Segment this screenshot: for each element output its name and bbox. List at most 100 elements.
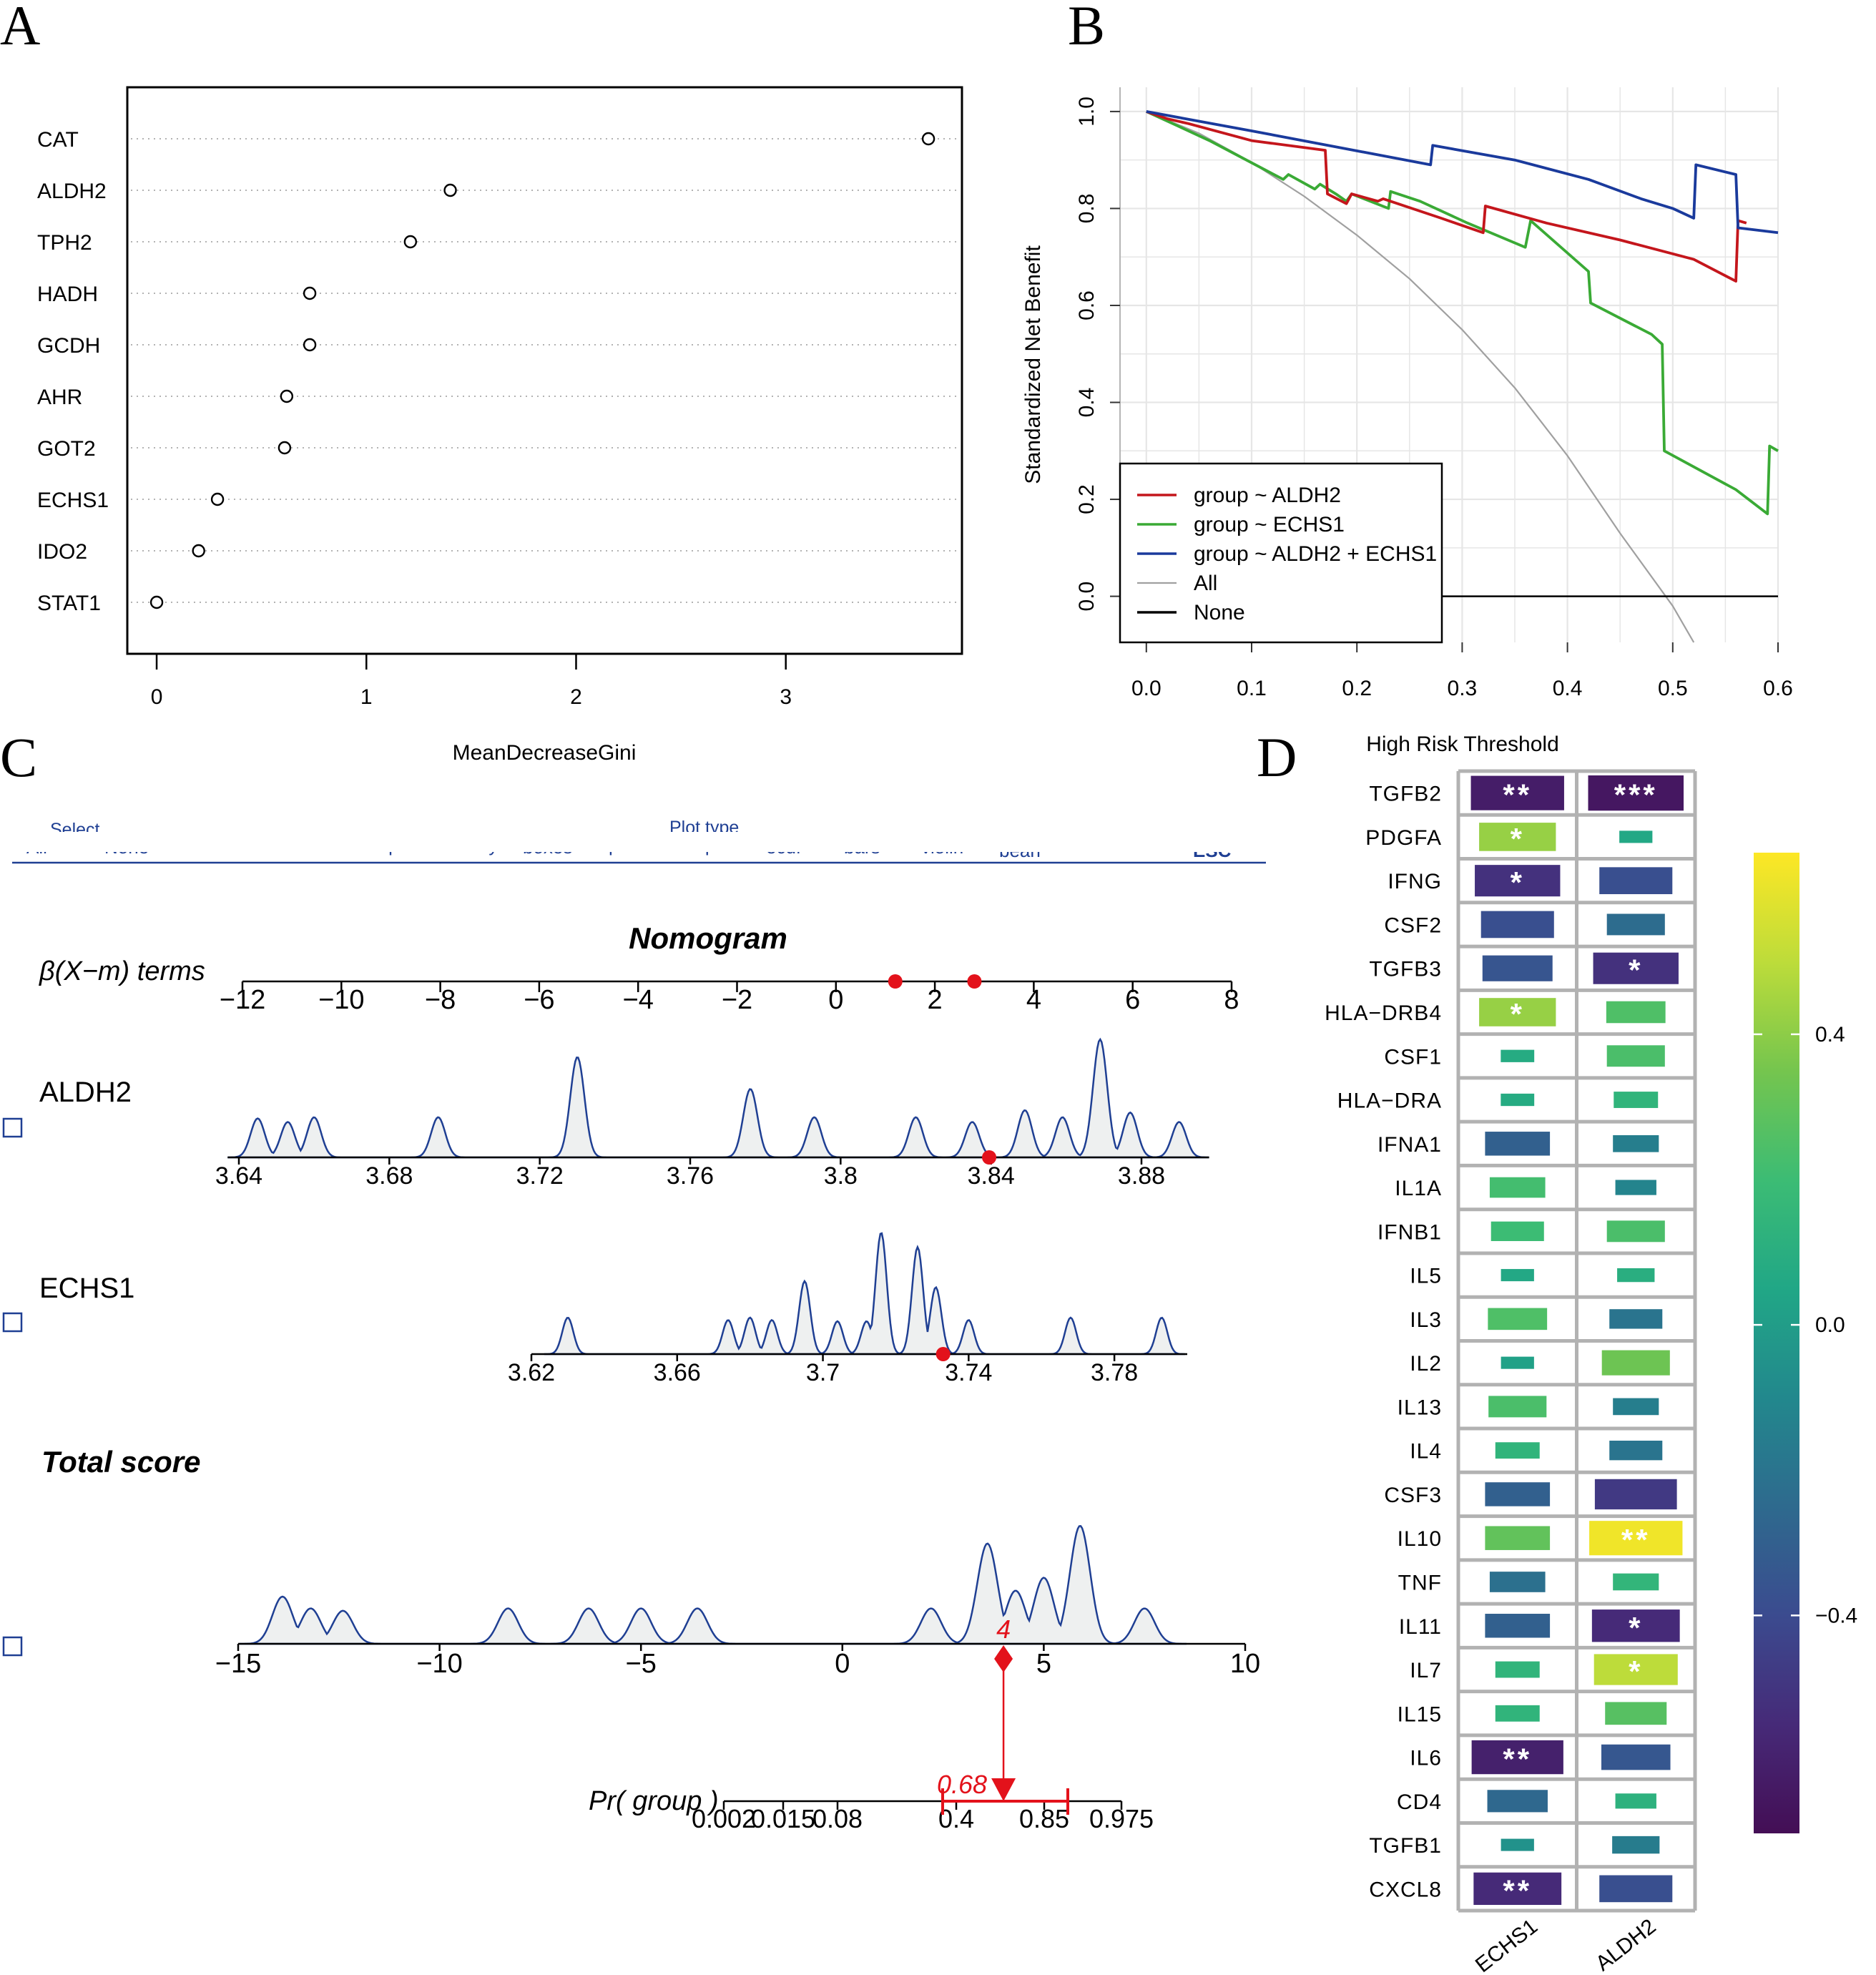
- variable-value-point: [982, 1150, 997, 1165]
- x-tick-label: 0.5: [1658, 677, 1688, 700]
- x-tick-label: 0.6: [1763, 677, 1793, 700]
- total-tick-label: −10: [416, 1649, 462, 1679]
- y-tick-label: 0.4: [1075, 388, 1099, 418]
- heatmap-cell: [1488, 1308, 1548, 1330]
- heatmap-row-label: IL7: [1410, 1659, 1442, 1682]
- heatmap-cell: [1609, 1441, 1663, 1461]
- terms-tick-label: −12: [220, 985, 265, 1015]
- x-tick-label: 3: [780, 685, 792, 709]
- panel-label-d: D: [1257, 726, 1297, 788]
- total-tick-label: −5: [626, 1649, 657, 1679]
- total-score-label: Total score: [41, 1445, 201, 1479]
- heatmap-cell: [1487, 1790, 1548, 1813]
- y-tick-label: 0.6: [1075, 290, 1099, 320]
- terms-tick-label: 6: [1125, 985, 1140, 1015]
- heatmap-cell: [1601, 1350, 1670, 1376]
- data-point: [303, 286, 317, 300]
- heatmap-cell: [1485, 1482, 1551, 1506]
- heatmap-row-label: IL2: [1410, 1352, 1442, 1376]
- data-point: [403, 235, 418, 249]
- variable-tick-label: 3.74: [945, 1359, 992, 1386]
- heatmap-cell: [1479, 823, 1556, 851]
- toolbar-clip-mask: [0, 832, 1266, 852]
- probability-tick-label: 0.002: [692, 1804, 756, 1833]
- probability-tick-label: 0.4: [938, 1804, 974, 1833]
- heatmap-row-label: IL4: [1410, 1440, 1442, 1464]
- heatmap-cell: [1615, 1180, 1656, 1195]
- heatmap-cell: [1613, 1134, 1659, 1152]
- nomogram-toolbar: SelectAllNonePlot typeno plotdensityboxe…: [0, 818, 1266, 864]
- legend-entry: None: [1194, 601, 1245, 624]
- terms-point: [967, 974, 982, 989]
- heatmap-cell: [1485, 1614, 1551, 1638]
- heatmap-cell: [1612, 1836, 1660, 1854]
- variable-tick-label: 3.78: [1091, 1359, 1138, 1386]
- x-tick-label: 2: [570, 685, 582, 709]
- significance-stars: **: [1503, 1743, 1532, 1776]
- gene-label: ECHS1: [37, 489, 109, 512]
- variable-checkbox[interactable]: [2, 1312, 23, 1333]
- heatmap-row-label: PDGFA: [1365, 826, 1442, 850]
- colorbar-tick-label: 0.4: [1815, 1023, 1845, 1047]
- significance-stars: *: [1511, 997, 1525, 1031]
- terms-axis-label: β(X−m) terms: [39, 956, 205, 986]
- heatmap-row-label: CXCL8: [1369, 1878, 1442, 1901]
- total-value-label: 4: [996, 1614, 1011, 1644]
- terms-tick-label: −2: [722, 985, 752, 1015]
- legend-entry: group ~ ALDH2 + ECHS1: [1194, 542, 1437, 566]
- data-point: [278, 441, 292, 455]
- gene-label: TPH2: [37, 231, 92, 255]
- heatmap-column-label: ECHS1: [1471, 1915, 1542, 1975]
- y-tick-label: 0.0: [1075, 582, 1099, 612]
- data-point: [443, 183, 457, 197]
- x-tick-label: 1: [360, 685, 373, 709]
- terms-tick-label: −4: [623, 985, 654, 1015]
- probability-tick-label: 0.015: [751, 1804, 815, 1833]
- heatmap-cell: [1489, 1177, 1546, 1198]
- heatmap-row-label: TNF: [1398, 1571, 1442, 1594]
- heatmap-cell: [1606, 913, 1665, 936]
- heatmap-cell: [1495, 1705, 1540, 1722]
- variable-tick-label: 3.68: [365, 1162, 413, 1190]
- heatmap-cell: [1606, 1045, 1665, 1067]
- panel-b-decision-curve: 0.0 0.1 0.2 0.3 0.4 0.5 0.60.00.20.40.60.81.0 …: [1021, 87, 1793, 700]
- heatmap-row-label: CSF3: [1384, 1484, 1442, 1507]
- heatmap-row-label: CD4: [1397, 1790, 1442, 1814]
- total-tick-label: 0: [835, 1649, 850, 1679]
- gene-label: STAT1: [37, 592, 101, 615]
- significance-stars: **: [1621, 1523, 1651, 1557]
- gene-label: AHR: [37, 386, 82, 409]
- heatmap-cell: [1482, 955, 1553, 981]
- series-line-echs1: [1146, 110, 1779, 516]
- variable-tick-label: 3.88: [1118, 1162, 1165, 1190]
- panel-c-nomogram: SelectAllNonePlot typeno plotdensityboxe…: [0, 818, 1266, 1833]
- y-tick-label: 1.0: [1075, 97, 1099, 127]
- x-tick-label: 0.2: [1342, 677, 1372, 700]
- heatmap-cell: [1593, 1654, 1678, 1685]
- heatmap-cell: [1613, 1398, 1659, 1416]
- total-checkbox[interactable]: [2, 1636, 23, 1657]
- variable-tick-label: 3.8: [824, 1162, 858, 1190]
- x-tick-label: 0.1: [1237, 677, 1267, 700]
- heatmap-cell: [1501, 1838, 1534, 1851]
- y-tick-label: 0.8: [1075, 194, 1099, 224]
- probability-tick-label: 0.85: [1019, 1804, 1069, 1833]
- heatmap-row-label: IL6: [1410, 1747, 1442, 1770]
- heatmap-colorbar: 0.4 0.0 −0.4: [1754, 853, 1857, 1833]
- heatmap-cell: [1599, 1875, 1673, 1903]
- gene-label: IDO2: [37, 540, 87, 564]
- heatmap-cell: [1599, 867, 1673, 895]
- data-point: [280, 389, 294, 403]
- heatmap-row-label: HLA−DRA: [1337, 1089, 1442, 1113]
- colorbar-tick-label: 0.0: [1815, 1313, 1845, 1337]
- data-point: [149, 595, 164, 609]
- variable-checkbox[interactable]: [2, 1117, 23, 1138]
- panel-a-x-axis-label: MeanDecreaseGini: [453, 741, 637, 765]
- heatmap-cell: [1485, 1526, 1551, 1550]
- significance-stars: *: [1511, 822, 1525, 856]
- variable-label: ECHS1: [39, 1273, 134, 1304]
- heatmap-row-label: IL10: [1398, 1527, 1442, 1551]
- terms-tick-label: −6: [524, 985, 554, 1015]
- variable-tick-label: 3.84: [968, 1162, 1015, 1190]
